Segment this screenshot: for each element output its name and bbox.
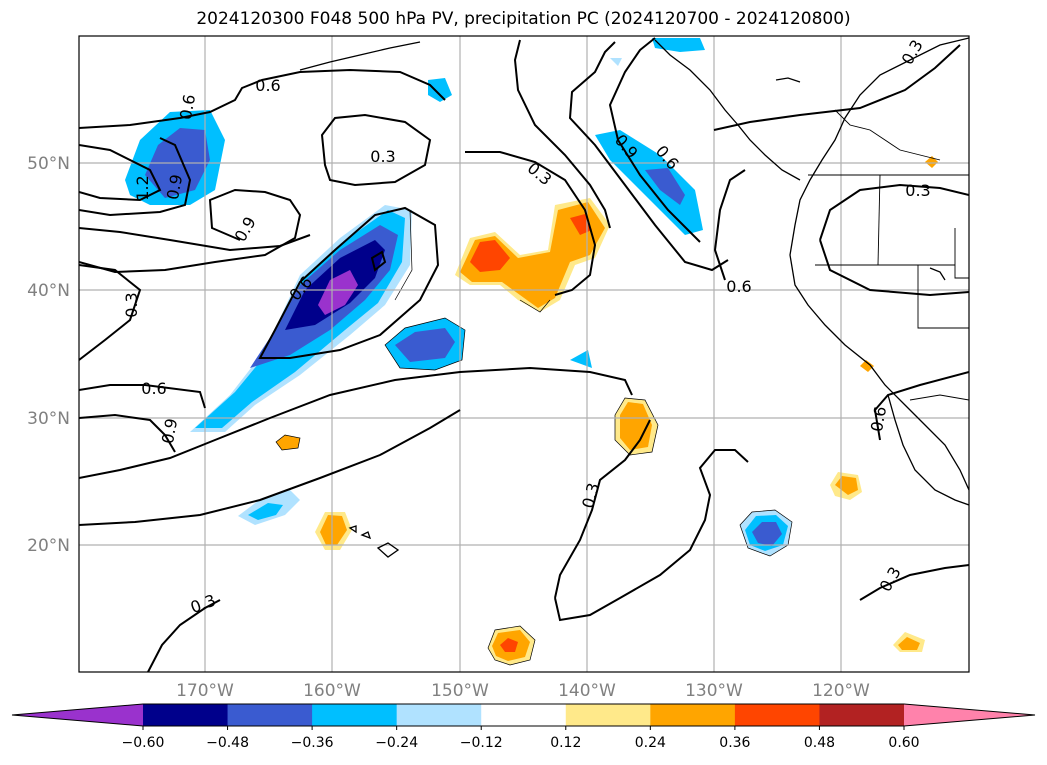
colorbar-extend-max	[904, 704, 1035, 726]
colorbar-segment	[396, 704, 482, 726]
colorbar-tick-label: 0.36	[719, 735, 750, 751]
precipitation-shading	[125, 38, 938, 665]
negative-anomaly-northeast	[595, 130, 703, 235]
lat-tick-label: 20°N	[27, 536, 70, 556]
colorbar-segment	[143, 704, 229, 726]
colorbar-tick-label: 0.24	[635, 735, 666, 751]
contour-label: 0.3	[578, 481, 603, 511]
colorbar-tick-label: −0.36	[291, 735, 334, 751]
colorbar-extend-min	[12, 704, 143, 726]
colorbar-tick-label: −0.12	[460, 735, 503, 751]
contour-label: 0.6	[867, 405, 890, 433]
colorbar-segment	[312, 704, 398, 726]
contour-label: 0.3	[876, 563, 905, 595]
contour-label: 0.6	[726, 277, 751, 296]
contour-labels: 0.6 0.3 0.9 0.6 0.9 1.2 0.6 0.3 0.6 0.9 …	[122, 36, 931, 617]
lat-tick-labels: 20°N 30°N 40°N 50°N	[27, 154, 70, 556]
coastlines	[299, 37, 969, 558]
gridlines	[79, 36, 969, 672]
pv-contours	[79, 37, 969, 672]
colorbar-segment	[227, 704, 313, 726]
lon-tick-label: 160°W	[303, 681, 361, 701]
colorbar-tick-label: 0.60	[888, 735, 919, 751]
lon-tick-label: 170°W	[176, 681, 234, 701]
lon-tick-label: 140°W	[558, 681, 616, 701]
colorbar-segment	[819, 704, 905, 726]
lat-tick-label: 30°N	[27, 409, 70, 429]
contour-label: 0.3	[122, 292, 141, 317]
colorbar: −0.60 −0.48 −0.36 −0.24 −0.12 0.12 0.24 0.36 0.4…	[11, 703, 1036, 751]
colorbar-tick-label: −0.60	[122, 735, 165, 751]
lat-tick-label: 50°N	[27, 154, 70, 174]
lon-tick-label: 120°W	[812, 681, 870, 701]
colorbar-segment	[734, 704, 820, 726]
map-title: 2024120300 F048 500 hPa PV, precipitatio…	[196, 9, 851, 29]
contour-label: 0.6	[255, 76, 280, 95]
colorbar-segment	[565, 704, 651, 726]
lon-tick-label: 130°W	[685, 681, 743, 701]
significance-outlines	[275, 209, 793, 666]
colorbar-tick-label: 0.12	[550, 735, 581, 751]
colorbar-segment	[481, 704, 567, 726]
colorbar-tick-label: 0.48	[804, 735, 835, 751]
contour-label: 0.6	[141, 379, 166, 398]
map-plot-area: 0.6 0.3 0.9 0.6 0.9 1.2 0.6 0.3 0.6 0.9 …	[79, 36, 969, 672]
lon-tick-label: 150°W	[431, 681, 489, 701]
contour-label: 0.3	[370, 147, 395, 166]
contour-label: 1.2	[133, 175, 152, 200]
contour-label: 0.6	[176, 93, 199, 121]
borders	[808, 109, 969, 401]
contour-label: 0.9	[158, 417, 181, 445]
colorbar-tick-label: −0.24	[375, 735, 418, 751]
colorbar-tick-label: −0.48	[206, 735, 249, 751]
contour-label: 0.3	[188, 591, 218, 618]
contour-label: 0.9	[163, 173, 186, 201]
contour-label: 0.9	[231, 213, 260, 245]
contour-label: 0.3	[905, 181, 930, 200]
lon-tick-labels: 170°W 160°W 150°W 140°W 130°W 120°W	[176, 681, 870, 701]
map-frame	[78, 35, 970, 673]
colorbar-segment	[650, 704, 736, 726]
lat-tick-label: 40°N	[27, 281, 70, 301]
